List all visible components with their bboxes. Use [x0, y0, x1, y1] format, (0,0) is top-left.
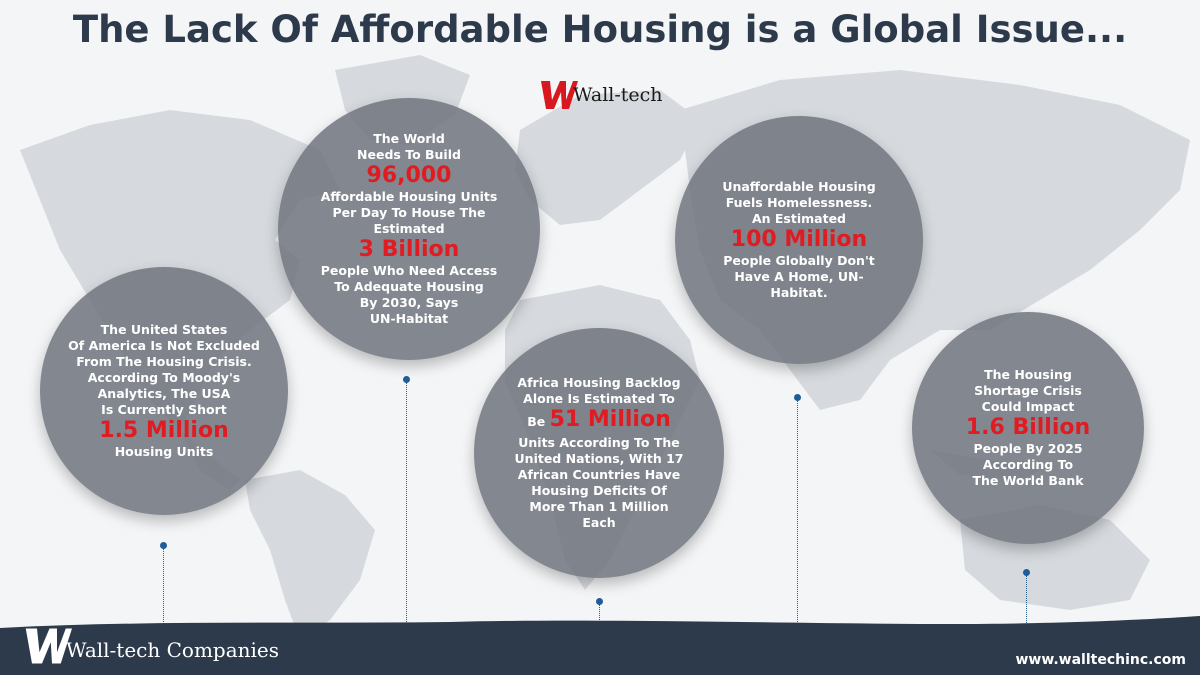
bubble-world-post: People Who Need Access To Adequate Housi…	[320, 263, 498, 326]
bubble-homeless-text: Unaffordable Housing Fuels Homelessness.…	[722, 179, 876, 226]
bubble-shortage-text: The Housing Shortage Crisis Could Impact	[974, 367, 1082, 414]
bubble-homeless-figure: 100 Million	[730, 227, 868, 252]
page-title: The Lack Of Affordable Housing is a Glob…	[72, 8, 1128, 51]
bubble-africa-figure-row: Be 51 Million	[527, 407, 670, 435]
wall-tech-w-icon	[541, 81, 578, 109]
bubble-world-text: The World Needs To Build	[357, 131, 461, 162]
bubble-africa-figure: 51 Million	[549, 407, 671, 432]
bubble-homeless-post: People Globally Don't Have A Home, UN- H…	[723, 253, 875, 300]
bubble-africa-post: Units According To The United Nations, W…	[514, 435, 684, 530]
bubble-usa-figure: 1.5 Million	[99, 418, 229, 443]
wall-tech-logo: Wall-tech	[538, 78, 668, 112]
bubble-shortage-post: People By 2025 According To The World Ba…	[972, 441, 1084, 488]
bubble-usa-post: Housing Units	[114, 444, 214, 459]
bubble-usa-text: The United States Of America Is Not Excl…	[68, 322, 260, 417]
bubble-africa-text: Africa Housing Backlog Alone Is Estimate…	[517, 375, 681, 406]
pin-homeless	[794, 394, 801, 401]
bubble-shortage-figure: 1.6 Billion	[965, 415, 1091, 440]
bubble-homeless: Unaffordable Housing Fuels Homelessness.…	[675, 116, 923, 364]
footer-w-icon	[25, 628, 72, 664]
pin-usa	[160, 542, 167, 549]
connector-world	[406, 382, 407, 632]
bubble-world-figure-2: 3 Billion	[358, 237, 460, 262]
footer-company-logo: Wall-tech Companies	[22, 624, 302, 668]
bubble-shortage: The Housing Shortage Crisis Could Impact…	[912, 312, 1144, 544]
pin-africa	[596, 598, 603, 605]
connector-homeless	[797, 400, 798, 632]
bubble-usa: The United States Of America Is Not Excl…	[40, 267, 288, 515]
footer-company-name: Wall-tech Companies	[66, 638, 280, 662]
connector-usa	[163, 548, 164, 630]
footer-url[interactable]: www.walltechinc.com	[1015, 652, 1186, 668]
wall-tech-wordmark: Wall-tech	[573, 84, 663, 106]
connector-shortage	[1026, 575, 1027, 631]
bubble-africa: Africa Housing Backlog Alone Is Estimate…	[474, 328, 724, 578]
bubble-world-figure: 96,000	[366, 163, 452, 188]
bubble-africa-lead: Be	[527, 414, 546, 429]
bubble-world: The World Needs To Build 96,000 Affordab…	[278, 98, 540, 360]
pin-world	[403, 376, 410, 383]
connector-africa	[599, 604, 600, 630]
pin-shortage	[1023, 569, 1030, 576]
bubble-world-mid: Affordable Housing Units Per Day To Hous…	[320, 189, 498, 236]
